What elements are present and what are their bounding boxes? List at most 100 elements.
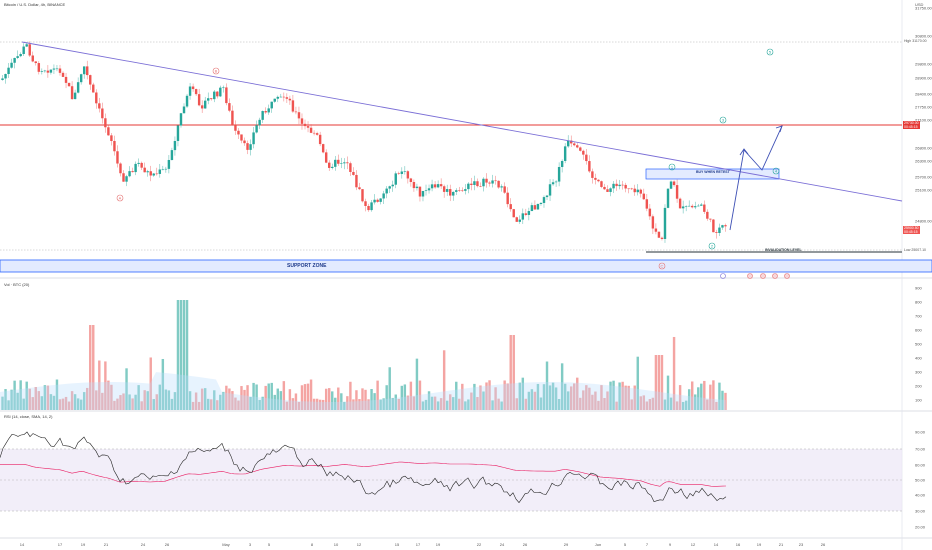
volume-tick-label: 900 (915, 286, 922, 291)
trendline[interactable] (21, 41, 903, 202)
volume-bar (712, 380, 715, 410)
candle (61, 72, 65, 77)
volume-axis[interactable]: 900 800 700 600 500 400 300 200 100 (915, 286, 922, 403)
buy-retest-zone[interactable] (645, 168, 780, 180)
invalidation-level-label[interactable]: INVALIDATION LEVEL (765, 248, 802, 252)
volume-bar (506, 383, 509, 410)
candle (343, 162, 346, 164)
svg-text:1: 1 (671, 165, 674, 170)
wave-label-3[interactable]: 3 (719, 116, 727, 124)
volume-bar (158, 384, 162, 410)
candle (191, 86, 195, 90)
volume-bar (491, 400, 494, 410)
candle (660, 237, 664, 239)
candle (536, 204, 540, 210)
support-zone-label[interactable]: SUPPORT ZONE (287, 263, 327, 269)
volume-bar (334, 397, 337, 410)
volume-bar (373, 393, 376, 410)
volume-bar (92, 325, 95, 410)
volume-bar (273, 394, 276, 410)
candle (455, 190, 458, 192)
wave-label-2[interactable]: 2 (708, 242, 716, 250)
candle (461, 190, 464, 192)
price-tick-label: 28900.00 (915, 76, 932, 81)
volume-bar (176, 300, 180, 410)
volume-bar (258, 399, 261, 410)
candle (297, 112, 301, 119)
volume-ma-area (0, 372, 726, 410)
candle (231, 110, 234, 126)
candle (570, 140, 573, 144)
candle (285, 97, 289, 99)
candle (349, 163, 352, 172)
svg-text:A: A (119, 196, 122, 201)
volume-bar (403, 384, 407, 410)
candle (515, 217, 518, 222)
wave-label-5[interactable]: 5 (766, 48, 774, 56)
volume-bar (231, 391, 234, 410)
wave-label-1[interactable]: 1 (668, 163, 676, 171)
buy-when-retest-label[interactable]: BUY WHEN RETEST (696, 169, 730, 174)
event-markers[interactable] (720, 273, 790, 279)
volume-bar (427, 391, 431, 410)
candle (104, 118, 107, 128)
wave-label-4[interactable]: 4 (772, 167, 780, 175)
time-tick-label: 23 (799, 542, 804, 547)
candle (518, 219, 521, 222)
volume-bar (306, 383, 310, 410)
price-axis[interactable]: 31750.00 30800.00 29800.00 28900.00 28400.00… (915, 6, 932, 224)
candle (672, 181, 676, 186)
support-zone-rect[interactable] (0, 259, 932, 273)
candle (243, 140, 246, 144)
volume-bar (412, 396, 416, 410)
volume-bar (582, 390, 585, 410)
candle (312, 132, 316, 134)
volume-bar (594, 391, 597, 410)
candle (258, 119, 261, 126)
time-tick-label: 29 (564, 542, 569, 547)
volume-bar (455, 381, 458, 410)
currency-label[interactable]: USD (915, 2, 924, 7)
candle (588, 161, 591, 172)
volume-bar (621, 381, 624, 410)
time-tick-label: 8 (311, 542, 314, 547)
candle (176, 125, 180, 141)
candle (485, 178, 488, 183)
projection-path[interactable] (729, 125, 783, 231)
price-tick-label: 25100.00 (915, 188, 932, 193)
symbol-title[interactable]: Bitcoin / U.S. Dollar, 4h, BINANCE (4, 2, 66, 7)
time-axis[interactable]: 14 17 19 21 24 26 May 3 5 8 10 12 15 17 19 22 24 26 29 Jun 5… (20, 542, 826, 547)
candle (464, 189, 467, 191)
volume-tick-label: 700 (915, 314, 922, 319)
volume-bar (315, 398, 319, 410)
volume-bar (28, 388, 31, 410)
rsi-axis[interactable]: 90.00 70.00 60.00 50.00 40.00 30.00 20.00 (915, 430, 926, 530)
price-tick-label: 26800.00 (915, 146, 932, 151)
candle (606, 189, 609, 192)
time-tick-label: 12 (691, 542, 696, 547)
candle (234, 125, 237, 131)
volume-bar (388, 367, 391, 410)
time-tick-label: 19 (81, 542, 86, 547)
time-tick-label: 21 (779, 542, 784, 547)
volume-bar (146, 391, 149, 410)
wave-label-B[interactable]: B (212, 67, 220, 75)
candle (509, 204, 512, 210)
volume-bar (40, 396, 44, 410)
time-tick-label: 5 (624, 542, 627, 547)
candle (140, 162, 143, 168)
volume-bar (243, 389, 246, 410)
wave-label-C[interactable]: C (658, 262, 666, 270)
volume-panel-title[interactable]: Vol · BTC (20) (4, 282, 30, 287)
candle (557, 166, 561, 182)
volume-bar (436, 401, 440, 410)
wave-label-A[interactable]: A (116, 194, 124, 202)
candle (334, 159, 337, 167)
time-tick-label: 9 (669, 542, 672, 547)
volume-bar (697, 387, 700, 410)
volume-series (0, 300, 727, 410)
volume-bar (660, 355, 664, 410)
rsi-panel-title[interactable]: RSI (14, close, SMA, 14, 2) (4, 414, 53, 419)
